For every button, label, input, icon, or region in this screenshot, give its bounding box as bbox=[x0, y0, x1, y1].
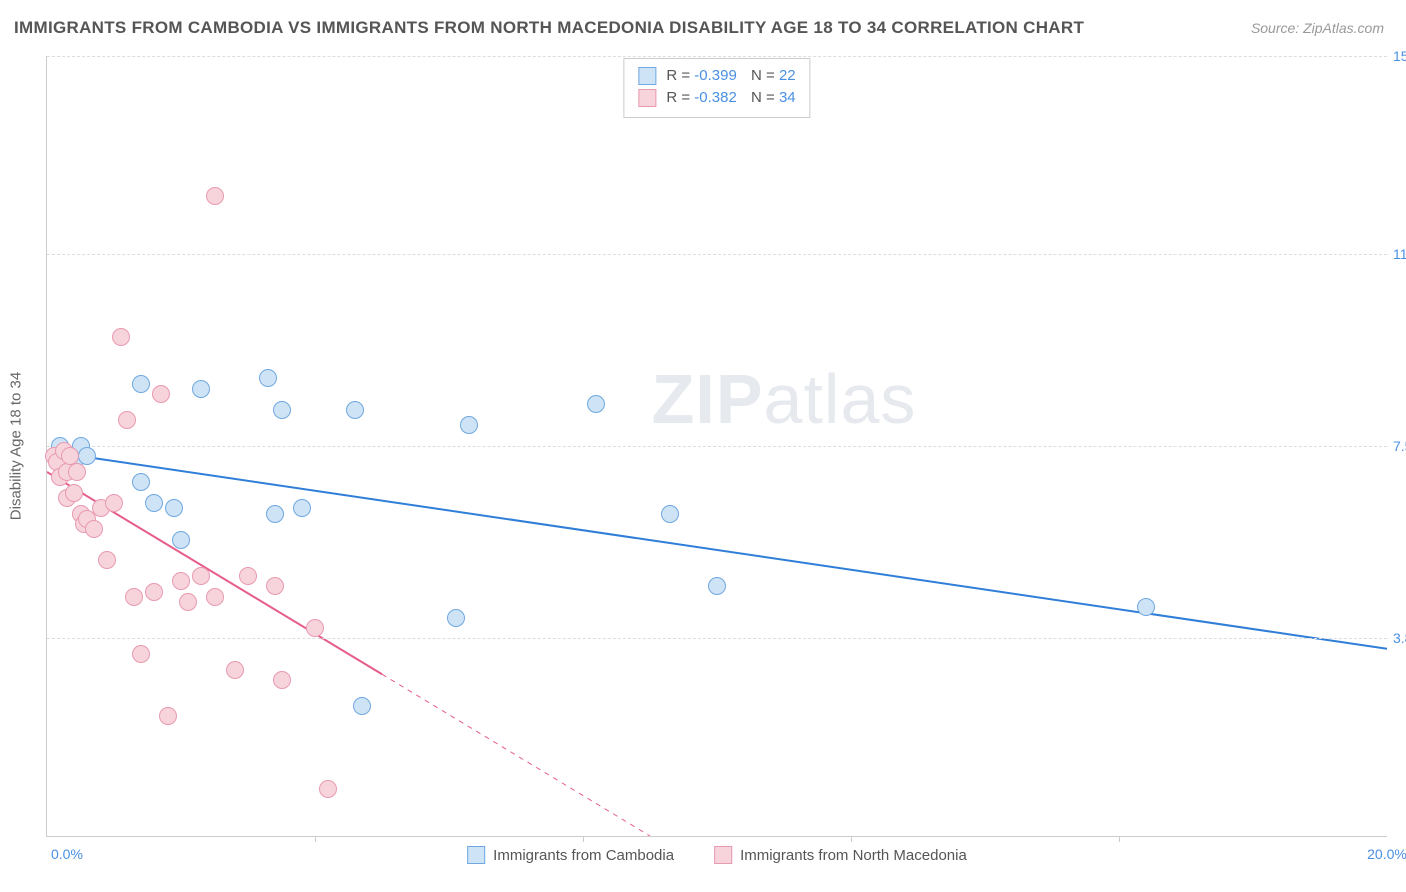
swatch-macedonia bbox=[638, 89, 656, 107]
chart-title: IMMIGRANTS FROM CAMBODIA VS IMMIGRANTS F… bbox=[14, 18, 1084, 38]
data-point-macedonia bbox=[266, 577, 284, 595]
y-tick-label: 3.8% bbox=[1393, 630, 1406, 646]
data-point-cambodia bbox=[192, 380, 210, 398]
data-point-macedonia bbox=[172, 572, 190, 590]
y-axis-label: Disability Age 18 to 34 bbox=[8, 372, 25, 520]
y-tick-label: 11.2% bbox=[1393, 246, 1406, 262]
data-point-macedonia bbox=[125, 588, 143, 606]
swatch-cambodia bbox=[467, 846, 485, 864]
data-point-macedonia bbox=[65, 484, 83, 502]
data-point-cambodia bbox=[132, 375, 150, 393]
data-point-macedonia bbox=[192, 567, 210, 585]
n-stat-cambodia: N = 22 bbox=[747, 65, 796, 87]
watermark: ZIPatlas bbox=[652, 359, 917, 439]
x-minor-tick bbox=[851, 836, 852, 842]
x-minor-tick bbox=[315, 836, 316, 842]
data-point-cambodia bbox=[293, 499, 311, 517]
r-value-macedonia: -0.382 bbox=[694, 89, 737, 106]
watermark-bold: ZIP bbox=[652, 360, 764, 438]
r-value-cambodia: -0.399 bbox=[694, 67, 737, 84]
gridline-h bbox=[47, 254, 1387, 255]
series-legend: Immigrants from Cambodia Immigrants from… bbox=[467, 846, 967, 864]
data-point-macedonia bbox=[273, 671, 291, 689]
data-point-macedonia bbox=[145, 583, 163, 601]
data-point-macedonia bbox=[68, 463, 86, 481]
data-point-macedonia bbox=[112, 328, 130, 346]
data-point-cambodia bbox=[1137, 598, 1155, 616]
trend-line-cambodia bbox=[47, 451, 1387, 649]
n-value-macedonia: 34 bbox=[779, 89, 796, 106]
r-label: R = bbox=[666, 89, 690, 106]
data-point-cambodia bbox=[708, 577, 726, 595]
legend-row-cambodia: R = -0.399 N = 22 bbox=[638, 65, 795, 87]
r-stat-macedonia: R = -0.382 bbox=[666, 87, 736, 109]
data-point-macedonia bbox=[319, 780, 337, 798]
legend-label-cambodia: Immigrants from Cambodia bbox=[493, 847, 674, 864]
data-point-cambodia bbox=[661, 505, 679, 523]
data-point-macedonia bbox=[98, 551, 116, 569]
swatch-cambodia bbox=[638, 67, 656, 85]
x-minor-tick bbox=[583, 836, 584, 842]
data-point-cambodia bbox=[172, 531, 190, 549]
n-stat-macedonia: N = 34 bbox=[747, 87, 796, 109]
gridline-h bbox=[47, 638, 1387, 639]
n-label: N = bbox=[751, 89, 775, 106]
r-stat-cambodia: R = -0.399 bbox=[666, 65, 736, 87]
data-point-cambodia bbox=[447, 609, 465, 627]
data-point-macedonia bbox=[159, 707, 177, 725]
n-value-cambodia: 22 bbox=[779, 67, 796, 84]
correlation-legend: R = -0.399 N = 22 R = -0.382 N = 34 bbox=[623, 58, 810, 118]
trend-line-dashed-macedonia bbox=[382, 674, 650, 836]
data-point-cambodia bbox=[145, 494, 163, 512]
data-point-macedonia bbox=[206, 588, 224, 606]
r-label: R = bbox=[666, 67, 690, 84]
data-point-cambodia bbox=[353, 697, 371, 715]
swatch-macedonia bbox=[714, 846, 732, 864]
source-value: ZipAtlas.com bbox=[1303, 20, 1384, 36]
legend-item-cambodia: Immigrants from Cambodia bbox=[467, 846, 674, 864]
legend-row-macedonia: R = -0.382 N = 34 bbox=[638, 87, 795, 109]
source-credit: Source: ZipAtlas.com bbox=[1251, 20, 1384, 36]
data-point-macedonia bbox=[239, 567, 257, 585]
scatter-chart: ZIPatlas R = -0.399 N = 22 R = -0.382 N … bbox=[46, 56, 1387, 837]
watermark-rest: atlas bbox=[764, 360, 917, 438]
data-point-macedonia bbox=[306, 619, 324, 637]
data-point-macedonia bbox=[132, 645, 150, 663]
gridline-h bbox=[47, 56, 1387, 57]
y-tick-label: 7.5% bbox=[1393, 438, 1406, 454]
data-point-cambodia bbox=[273, 401, 291, 419]
n-label: N = bbox=[751, 67, 775, 84]
data-point-macedonia bbox=[179, 593, 197, 611]
x-minor-tick bbox=[1119, 836, 1120, 842]
data-point-cambodia bbox=[460, 416, 478, 434]
data-point-macedonia bbox=[118, 411, 136, 429]
data-point-macedonia bbox=[85, 520, 103, 538]
data-point-macedonia bbox=[226, 661, 244, 679]
data-point-cambodia bbox=[78, 447, 96, 465]
data-point-cambodia bbox=[165, 499, 183, 517]
data-point-macedonia bbox=[206, 187, 224, 205]
legend-label-macedonia: Immigrants from North Macedonia bbox=[740, 847, 967, 864]
gridline-h bbox=[47, 446, 1387, 447]
data-point-cambodia bbox=[587, 395, 605, 413]
legend-item-macedonia: Immigrants from North Macedonia bbox=[714, 846, 967, 864]
data-point-macedonia bbox=[152, 385, 170, 403]
data-point-macedonia bbox=[105, 494, 123, 512]
data-point-cambodia bbox=[346, 401, 364, 419]
x-tick-label: 20.0% bbox=[1367, 846, 1406, 862]
source-label: Source: bbox=[1251, 20, 1299, 36]
x-tick-label: 0.0% bbox=[51, 846, 83, 862]
y-tick-label: 15.0% bbox=[1393, 48, 1406, 64]
data-point-cambodia bbox=[132, 473, 150, 491]
data-point-cambodia bbox=[266, 505, 284, 523]
data-point-cambodia bbox=[259, 369, 277, 387]
